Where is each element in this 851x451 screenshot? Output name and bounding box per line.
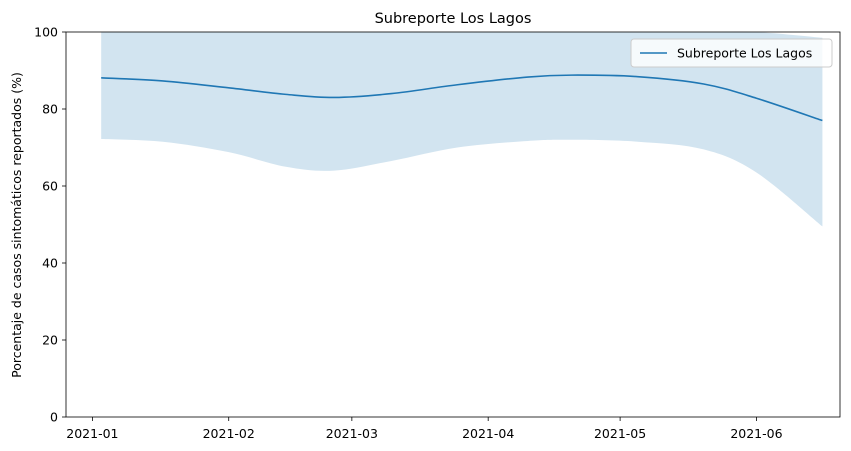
- y-tick-label: 100: [34, 25, 58, 40]
- x-tick-label: 2021-02: [203, 426, 255, 441]
- x-tick-label: 2021-06: [730, 426, 782, 441]
- series-line: [101, 74, 823, 122]
- legend-entry: Subreporte Los Lagos: [677, 46, 812, 61]
- y-axis-label: Porcentaje de casos sintomáticos reporta…: [9, 72, 24, 378]
- chart-title: Subreporte Los Lagos: [375, 11, 532, 27]
- plot-area: [65, 31, 841, 418]
- legend-box: [630, 38, 833, 68]
- y-tick-label: 40: [42, 256, 58, 271]
- plot-frame: [65, 31, 841, 418]
- x-tick-label: 2021-05: [594, 426, 646, 441]
- x-tick-label: 2021-03: [326, 426, 378, 441]
- legend: Subreporte Los Lagos: [630, 38, 833, 68]
- y-tick-label: 60: [42, 179, 58, 194]
- x-axis: 2021-01 2021-02 2021-03 2021-04 2021-05 2021-…: [66, 417, 783, 441]
- confidence-band: [101, 31, 823, 227]
- x-tick-label: 2021-01: [66, 426, 118, 441]
- y-tick-label: 0: [50, 410, 58, 425]
- x-tick-label: 2021-04: [462, 426, 514, 441]
- y-axis: 0 20 40 60 80 100: [34, 25, 66, 425]
- y-tick-label: 80: [42, 102, 58, 117]
- y-tick-label: 20: [42, 333, 58, 348]
